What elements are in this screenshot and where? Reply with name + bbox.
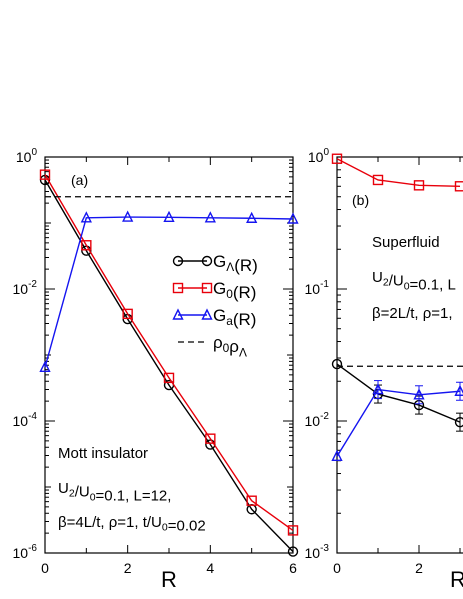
y-tick-label: 10-2 — [13, 279, 38, 297]
legend-label: GΛ(R) — [213, 252, 258, 275]
series-gar-point — [454, 384, 463, 396]
annotation-line: U2/U0=0.1, L — [372, 269, 456, 293]
panel-label: (a) — [71, 172, 88, 188]
series-gar-point — [287, 212, 299, 224]
legend-label: Ga(R) — [213, 306, 256, 329]
series-gar-line — [336, 388, 461, 457]
series-gar-point — [413, 388, 425, 400]
series-g0r-point — [81, 240, 92, 251]
annotation-line: Superfluid — [372, 234, 440, 251]
series-gar-point — [204, 211, 216, 223]
series-gar-point — [122, 210, 134, 222]
annotation-line: β=4L/t, ρ=1, t/U0=0.02 — [58, 514, 206, 535]
legend-entry-marker — [201, 255, 213, 267]
series-gr-line — [336, 363, 461, 423]
x-tick-label: 0 — [333, 560, 341, 576]
y-tick-label: 10-1 — [305, 279, 330, 297]
series-gr-point — [287, 546, 299, 557]
legend-box — [172, 241, 272, 353]
legend-label: ρ0ρΛ — [213, 333, 247, 359]
x-tick-label: 0 — [41, 560, 49, 576]
series-gr-line — [44, 179, 294, 553]
legend-entry-marker — [201, 282, 213, 294]
annotation-line: Mott insulator — [58, 445, 148, 462]
series-gar-point — [372, 383, 384, 395]
series-gr-point — [454, 416, 463, 428]
series-gar-point — [163, 210, 175, 223]
series-gr-point — [331, 358, 343, 370]
legend-entry-marker — [172, 282, 184, 294]
series-g0r-point — [287, 525, 299, 536]
series-g0r-line — [44, 174, 294, 531]
legend-entry-marker — [172, 308, 184, 320]
x-axis-label: R — [450, 567, 463, 592]
series-g0r-point — [39, 169, 51, 180]
panel-a: 100 10-2 10-4 10-60 2 4 6 R (a) Mott insulator U2/… — [13, 147, 299, 592]
x-tick-label: 2 — [124, 560, 132, 576]
series-g0r-point — [331, 153, 343, 164]
panel-label: (b) — [352, 192, 369, 208]
legend: GΛ(R) G0(R) Ga(R) ρ0ρΛ — [172, 241, 272, 359]
series-g0r-point — [372, 174, 384, 186]
series-g0r-point — [454, 181, 463, 192]
y-tick-label: 100 — [308, 147, 330, 165]
annotation-line: U2/U0=0.1, L=12, — [58, 480, 171, 504]
legend-entry-marker — [201, 308, 213, 320]
x-tick-label: 6 — [289, 560, 297, 576]
y-tick-label: 10-2 — [305, 411, 330, 429]
series-gar-point — [39, 360, 51, 373]
y-tick-label: 10-4 — [13, 411, 38, 429]
series-gar-point — [331, 449, 343, 462]
annotation-line: β=2L/t, ρ=1, — [372, 305, 453, 322]
series-g0r-point — [122, 308, 133, 320]
series-gar-point — [80, 211, 92, 223]
legend-entry-marker — [172, 255, 184, 267]
x-axis-label: R — [161, 567, 177, 592]
series-gar-line — [44, 216, 294, 368]
y-tick-label: 100 — [16, 147, 38, 165]
legend-label: G0(R) — [213, 279, 256, 302]
series-gar-point — [246, 211, 258, 223]
series-g0r-point — [413, 180, 425, 191]
x-tick-label: 4 — [206, 560, 214, 576]
x-tick-label: 2 — [415, 560, 423, 576]
panel-b: 100 10-1 10-2 10-30 2 R (b) Superfluid U2/U0=0.1… — [305, 147, 463, 592]
y-tick-label: 10-3 — [305, 543, 330, 561]
series-g0r-point — [163, 372, 175, 384]
plot-frame — [336, 156, 463, 554]
series-g0r-line — [336, 158, 461, 187]
series-g0r-point — [246, 495, 257, 506]
series-g0r-point — [205, 433, 216, 444]
y-tick-label: 10-6 — [13, 543, 38, 561]
